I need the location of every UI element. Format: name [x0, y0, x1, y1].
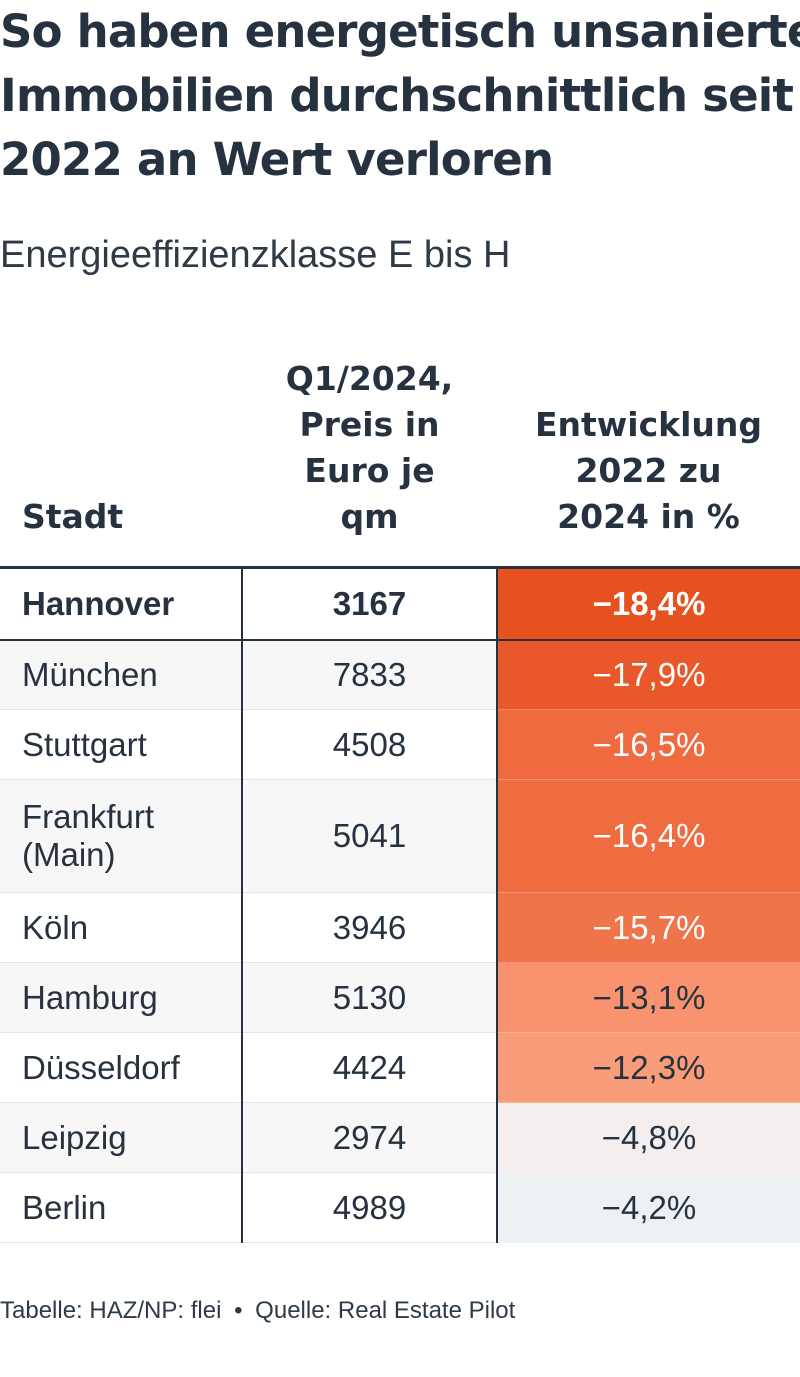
cell-change: −18,4%: [497, 567, 800, 641]
cell-change: −16,4%: [497, 779, 800, 893]
cell-city: Köln: [0, 892, 243, 963]
table-row: Berlin 4989 −4,2%: [0, 1172, 800, 1243]
city-name-line: Stuttgart: [22, 725, 147, 763]
table-header-row: Stadt Q1/2024, Preis in Euro je qm Entwickl…: [0, 356, 800, 569]
city-name-line: München: [22, 655, 158, 693]
city-name-line: Leipzig: [22, 1118, 127, 1156]
footer-separator: •: [234, 1297, 243, 1324]
chart-title: So haben energetisch unsanierte Immobili…: [0, 0, 800, 192]
cell-price: 4989: [242, 1172, 498, 1243]
column-header-line: Preis in: [299, 405, 440, 444]
column-header-line: Euro je: [304, 451, 435, 490]
cell-price: 4508: [242, 709, 498, 780]
city-name-line: Berlin: [22, 1188, 107, 1226]
cell-city: Berlin: [0, 1172, 243, 1243]
column-header-line: Q1/2024,: [285, 359, 454, 398]
cell-city: Stuttgart: [0, 709, 243, 780]
column-header-line: 2022 zu: [575, 451, 722, 490]
chart-footer: Tabelle: HAZ/NP: flei • Quelle: Real Est…: [0, 1294, 515, 1328]
column-header-line: 2024 in %: [557, 497, 740, 536]
table-row: Düsseldorf 4424 −12,3%: [0, 1032, 800, 1103]
cell-price: 3167: [242, 567, 498, 641]
cell-price: 5041: [242, 779, 498, 893]
table-row: Stuttgart 4508 −16,5%: [0, 709, 800, 780]
table-body: Hannover 3167 −18,4% München 7833 −17,9% Stutt…: [0, 567, 800, 1243]
cell-price: 4424: [242, 1032, 498, 1103]
city-name-line: Hannover: [22, 584, 175, 622]
cell-price: 3946: [242, 892, 498, 963]
footer-credit: Tabelle: HAZ/NP: flei: [0, 1297, 222, 1324]
city-name-line: Köln: [22, 908, 89, 946]
data-table: Stadt Q1/2024, Preis in Euro je qm Entwickl…: [0, 356, 800, 1243]
chart-subtitle: Energieeffizienzklasse E bis H: [0, 234, 511, 276]
city-name-line: Hamburg: [22, 978, 158, 1016]
column-header-city[interactable]: Stadt: [0, 356, 242, 569]
cell-change: −13,1%: [497, 962, 800, 1033]
table-row: Köln 3946 −15,7%: [0, 892, 800, 963]
column-header-line: Stadt: [22, 497, 124, 536]
table-row: Hamburg 5130 −13,1%: [0, 962, 800, 1033]
city-name-line: Düsseldorf: [22, 1048, 180, 1086]
city-name-line: Frankfurt: [22, 798, 155, 835]
column-header-change[interactable]: Entwicklung 2022 zu 2024 in %: [497, 356, 800, 569]
cell-change: −17,9%: [497, 639, 800, 710]
footer-source: Quelle: Real Estate Pilot: [255, 1297, 516, 1324]
cell-change: −15,7%: [497, 892, 800, 963]
cell-change: −4,8%: [497, 1102, 800, 1173]
cell-city: Düsseldorf: [0, 1032, 243, 1103]
cell-price: 7833: [242, 639, 498, 710]
cell-change: −12,3%: [497, 1032, 800, 1103]
table-row: München 7833 −17,9%: [0, 639, 800, 710]
cell-city: Frankfurt (Main): [0, 779, 243, 893]
chart-title-line: So haben energetisch unsanierte: [0, 5, 800, 58]
cell-price: 2974: [242, 1102, 498, 1173]
chart-title-line: Immobilien durchschnittlich seit: [0, 69, 794, 122]
cell-price: 5130: [242, 962, 498, 1033]
city-name-line: (Main): [22, 836, 116, 873]
cell-city: Hamburg: [0, 962, 243, 1033]
table-row: Hannover 3167 −18,4%: [0, 567, 800, 641]
column-header-line: Entwicklung: [534, 405, 763, 444]
chart-title-line: 2022 an Wert verloren: [0, 133, 554, 186]
cell-change: −4,2%: [497, 1172, 800, 1243]
cell-city: Leipzig: [0, 1102, 243, 1173]
table-row: Frankfurt (Main) 5041 −16,4%: [0, 779, 800, 893]
column-header-line: qm: [340, 497, 399, 536]
cell-city: München: [0, 639, 243, 710]
table-row: Leipzig 2974 −4,8%: [0, 1102, 800, 1173]
cell-change: −16,5%: [497, 709, 800, 780]
column-header-price[interactable]: Q1/2024, Preis in Euro je qm: [242, 356, 497, 569]
cell-city: Hannover: [0, 567, 243, 641]
